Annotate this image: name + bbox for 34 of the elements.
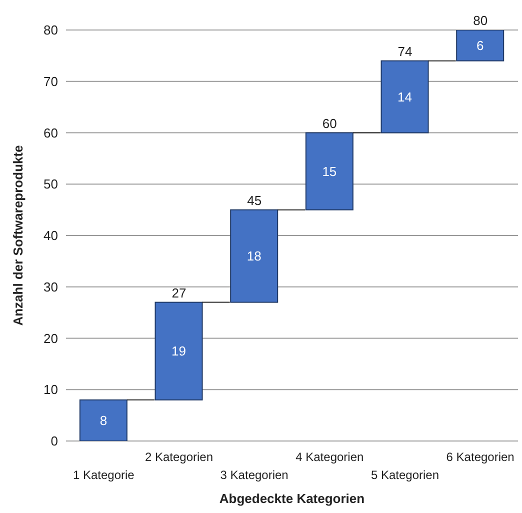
data-label: 14 xyxy=(398,89,412,104)
y-tick-label: 80 xyxy=(44,22,58,38)
bar xyxy=(154,302,203,400)
annotation: 60 xyxy=(322,116,337,131)
y-tick-label: 40 xyxy=(44,228,58,244)
annotation: 45 xyxy=(247,192,262,208)
data-label: 8 xyxy=(100,413,108,428)
bar xyxy=(230,209,278,303)
bar xyxy=(456,30,504,62)
y-tick-label: 60 xyxy=(44,125,58,140)
x-tick-label: 6 Kategorien xyxy=(446,450,514,464)
data-label: 6 xyxy=(476,38,484,54)
data-label: 19 xyxy=(172,344,186,359)
data-label: 18 xyxy=(246,248,262,264)
x-axis-title: Abgedeckte Kategorien xyxy=(219,491,365,506)
annotation: 74 xyxy=(398,44,412,59)
x-tick-label: 3 Kategorien xyxy=(220,468,288,482)
y-tick-label: 70 xyxy=(44,74,58,89)
y-tick-label: 0 xyxy=(50,434,58,449)
x-tick-label: 5 Kategorien xyxy=(370,468,440,482)
x-tick-label: 2 Kategorien xyxy=(144,450,214,464)
annotation: 80 xyxy=(473,13,488,28)
annotation: 27 xyxy=(172,285,186,300)
x-tick-label: 1 Kategorie xyxy=(72,468,135,482)
bar xyxy=(79,399,128,441)
bar xyxy=(305,132,354,210)
bar xyxy=(380,60,429,134)
x-tick-label: 4 Kategorien xyxy=(296,450,364,464)
y-tick-label: 10 xyxy=(44,382,58,398)
y-tick-label: 50 xyxy=(44,176,58,192)
y-axis-title: Anzahl der Softwareprodukte xyxy=(10,145,26,326)
y-tick-label: 30 xyxy=(44,279,58,294)
data-label: 15 xyxy=(322,164,337,179)
y-tick-label: 20 xyxy=(44,330,58,346)
